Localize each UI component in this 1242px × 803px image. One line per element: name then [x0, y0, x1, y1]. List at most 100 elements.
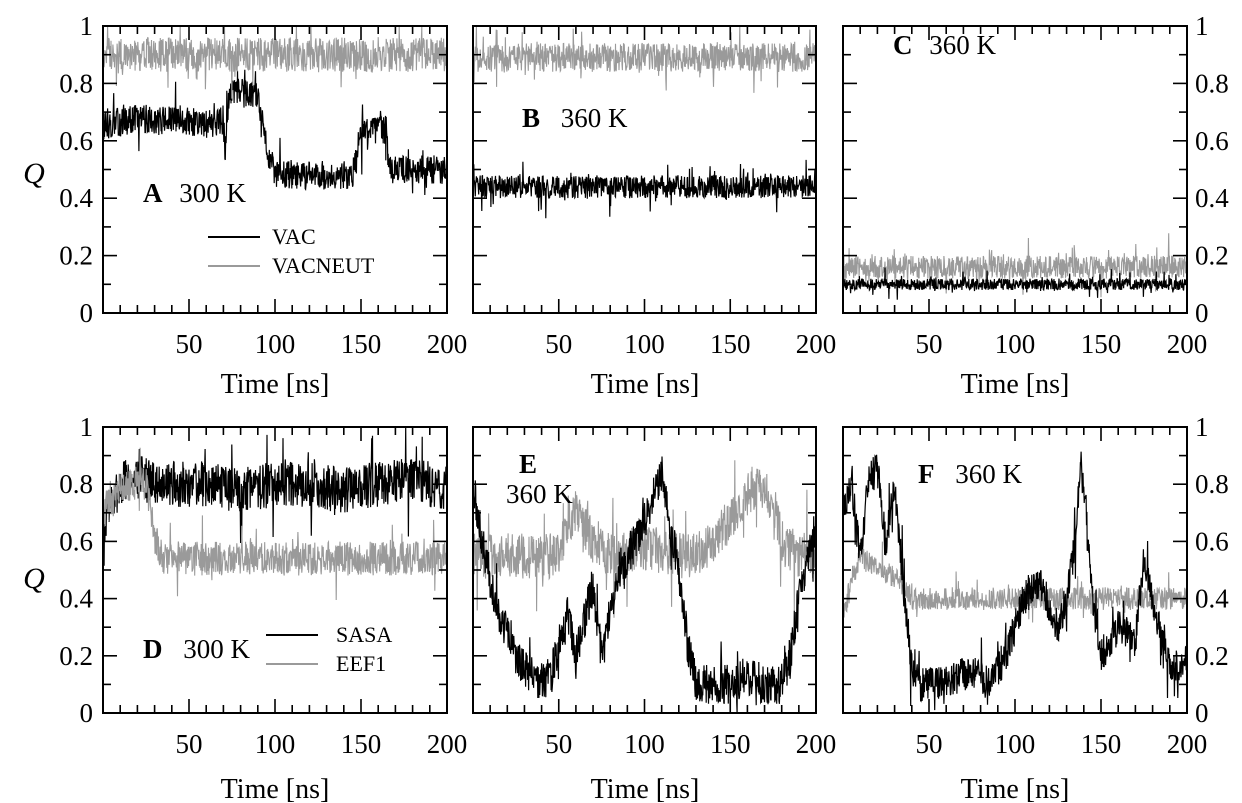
panel-b-frame — [472, 25, 817, 314]
panel-d-legend: SASA EEF1 — [266, 622, 392, 676]
panel-f-x-tick-label-50: 50 — [916, 729, 943, 759]
panel-a-y-tick-label-3: 0.6 — [59, 126, 93, 156]
panel-c-y-tick-label-5: 1 — [1195, 11, 1209, 41]
panel-d-x-tick-label-200: 200 — [427, 729, 468, 759]
panel-d-x-tick-label-150: 150 — [341, 729, 382, 759]
panel-d-series-eef1-line — [103, 447, 447, 601]
panel-d-x-tick-label-50: 50 — [176, 729, 203, 759]
panel-a-series-vac-line — [103, 69, 447, 196]
panel-d-plot: 50 100 150 200 0 0.2 0.4 0.6 0.8 1 — [59, 412, 467, 759]
panel-e-letter: E — [519, 449, 537, 479]
panel-e-x-axis-title: Time [ns] — [591, 774, 700, 803]
panel-a-y-tick-label-1: 0.2 — [59, 241, 93, 271]
y-axis-title-top: Q — [23, 157, 45, 190]
panel-c-y-tick-label-0: 0 — [1195, 298, 1209, 328]
panel-d-y-tick-label-2: 0.4 — [59, 584, 93, 614]
panel-c-series-dark-line — [843, 267, 1187, 300]
panel-d-temperature: 300 K — [183, 634, 250, 664]
panel-c-y-tick-label-3: 0.6 — [1195, 126, 1229, 156]
panel-e-temperature: 360 K — [506, 479, 573, 509]
panel-e-x-tick-label-50: 50 — [545, 729, 572, 759]
panel-a-legend: VAC VACNEUT — [208, 224, 375, 278]
panel-f-y-tick-label-0: 0 — [1195, 698, 1209, 728]
panel-c-x-tick-label-150: 150 — [1081, 329, 1122, 359]
panel-e-x-tick-label-150: 150 — [710, 729, 751, 759]
legend-label-sasa: SASA — [336, 622, 392, 647]
panel-c-x-tick-label-100: 100 — [995, 329, 1036, 359]
panel-b-x-tick-label-50: 50 — [545, 329, 572, 359]
panel-c-temperature: 360 K — [929, 30, 996, 60]
panel-d-label: D 300 K — [143, 634, 251, 664]
panel-f-y-tick-label-5: 1 — [1195, 412, 1209, 442]
panel-d-x-axis-title: Time [ns] — [221, 774, 330, 803]
legend-label-eef1: EEF1 — [336, 651, 386, 676]
panel-b-temperature: 360 K — [561, 103, 628, 133]
panel-f-x-tick-label-200: 200 — [1167, 729, 1208, 759]
panel-f-temperature: 360 K — [955, 459, 1022, 489]
panel-b-x-tick-label-150: 150 — [710, 329, 751, 359]
panel-c-label: C 360 K — [893, 30, 997, 60]
panel-e-series-dark-line — [473, 456, 816, 713]
panel-a-y-tick-label-4: 0.8 — [59, 68, 93, 98]
panel-f-y-tick-label-2: 0.4 — [1195, 584, 1229, 614]
panel-b-label: B 360 K — [522, 103, 628, 133]
panel-d-letter: D — [143, 634, 163, 664]
panel-c-y-tick-label-1: 0.2 — [1195, 241, 1229, 271]
panel-f-y-tick-label-3: 0.6 — [1195, 526, 1229, 556]
panel-f-x-axis-title: Time [ns] — [961, 774, 1070, 803]
panel-f-label: F 360 K — [918, 459, 1023, 489]
panel-b-x-tick-label-200: 200 — [796, 329, 837, 359]
panel-d-y-tick-label-0: 0 — [80, 698, 94, 728]
panel-a-x-tick-label-50: 50 — [176, 329, 203, 359]
panel-e-plot: 50 100 150 200 — [472, 426, 837, 759]
panel-a-y-tick-label-0: 0 — [80, 298, 94, 328]
panel-b-x-tick-label-100: 100 — [624, 329, 665, 359]
panel-e-series-light-line — [473, 460, 816, 618]
panel-d-series-sasa-line — [103, 427, 447, 566]
panel-d-y-tick-label-1: 0.2 — [59, 641, 93, 671]
panel-d: 50 100 150 200 0 0.2 0.4 0.6 0.8 1 D 300 K SASA E… — [59, 412, 467, 803]
panel-a-x-axis-title: Time [ns] — [221, 369, 330, 400]
panel-e: 50 100 150 200 E 360 K Time [ns] — [472, 426, 837, 803]
panel-b: 50 100 150 200 B 360 K Time [ns] — [472, 25, 837, 400]
panel-f-letter: F — [918, 459, 935, 489]
panel-b-series-dark-line — [473, 159, 816, 219]
panel-b-plot: 50 100 150 200 — [472, 25, 837, 359]
panel-c-x-tick-label-200: 200 — [1167, 329, 1208, 359]
panel-c-y-tick-label-4: 0.8 — [1195, 68, 1229, 98]
panel-a-x-tick-label-200: 200 — [427, 329, 468, 359]
panel-f-series-light-line — [843, 541, 1187, 624]
panel-a: 50 100 150 200 0 0.2 0.4 0.6 0.8 1 A 300 K VAC VA… — [59, 11, 467, 400]
panel-b-letter: B — [522, 103, 540, 133]
panel-c-x-axis-title: Time [ns] — [961, 369, 1070, 400]
panel-f-y-tick-label-4: 0.8 — [1195, 469, 1229, 499]
panel-a-y-tick-label-5: 1 — [80, 11, 94, 41]
panel-d-y-tick-label-4: 0.8 — [59, 469, 93, 499]
panel-a-label: A 300 K — [143, 178, 247, 208]
panel-f-y-tick-label-1: 0.2 — [1195, 641, 1229, 671]
panel-c-letter: C — [893, 30, 913, 60]
panel-a-plot: 50 100 150 200 0 0.2 0.4 0.6 0.8 1 — [59, 11, 467, 359]
legend-label-vacneut: VACNEUT — [272, 253, 375, 278]
panel-f-x-tick-label-150: 150 — [1081, 729, 1122, 759]
panel-d-y-tick-label-5: 1 — [80, 412, 94, 442]
panel-f-series-dark-line — [843, 451, 1187, 711]
panel-c-x-tick-label-50: 50 — [916, 329, 943, 359]
panel-b-x-axis-title: Time [ns] — [591, 369, 700, 400]
panel-a-x-tick-label-150: 150 — [341, 329, 382, 359]
panel-d-x-tick-label-100: 100 — [255, 729, 296, 759]
panel-a-y-tick-label-2: 0.4 — [59, 183, 93, 213]
panel-a-temperature: 300 K — [179, 178, 246, 208]
panel-f-x-tick-label-100: 100 — [995, 729, 1036, 759]
panel-e-x-tick-label-200: 200 — [796, 729, 837, 759]
panel-a-letter: A — [143, 178, 163, 208]
panel-a-x-tick-label-100: 100 — [255, 329, 296, 359]
y-axis-title-bottom: Q — [23, 562, 45, 595]
panel-b-series-light-line — [473, 26, 816, 93]
panel-d-y-tick-label-3: 0.6 — [59, 526, 93, 556]
panel-c-y-tick-label-2: 0.4 — [1195, 183, 1229, 213]
